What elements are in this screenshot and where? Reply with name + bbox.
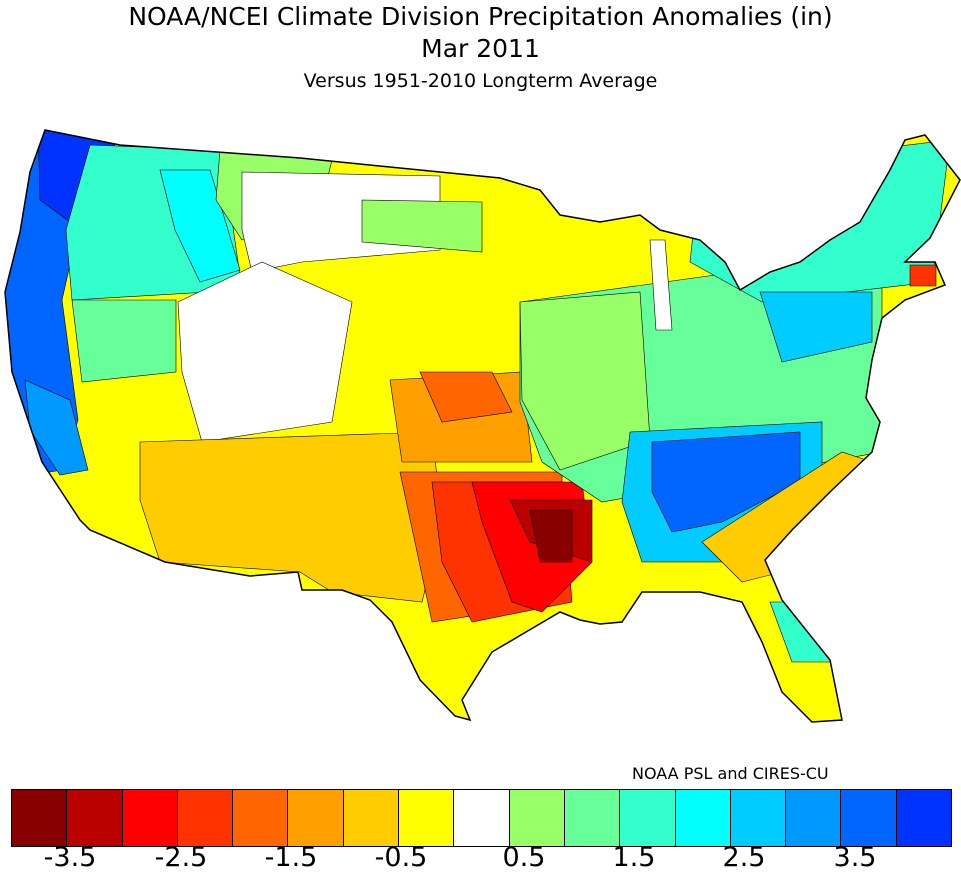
colorbar-swatch [675, 790, 731, 846]
baseline-note: Versus 1951-2010 Longterm Average [303, 70, 658, 92]
climate-division-region [177, 261, 353, 443]
colorbar-swatch [233, 790, 289, 846]
map-subtitle: Mar 2011 [421, 34, 540, 63]
climate-division-region [71, 299, 177, 383]
colorbar-swatch [564, 790, 621, 846]
colorbar-swatch [730, 790, 787, 846]
colorbar-swatch [620, 790, 676, 846]
climate-division-region [419, 371, 513, 423]
colorbar-swatch [177, 790, 234, 846]
colorbar-swatch [67, 790, 123, 846]
climate-division-region [241, 171, 441, 273]
colorbar-swatch [454, 790, 510, 846]
colorbar-swatch [896, 790, 952, 846]
colorbar-swatch [841, 790, 897, 846]
climate-division-region [651, 431, 801, 533]
colorbar-tick-label: 1.5 [612, 842, 656, 873]
climate-division-region [139, 431, 443, 603]
climate-division-region [361, 199, 483, 253]
colorbar-tick-label: 3.5 [833, 842, 877, 873]
credit-text: NOAA PSL and CIRES-CU [632, 764, 829, 783]
colorbar [11, 789, 952, 847]
climate-division-region [159, 169, 241, 283]
climate-division-region [649, 239, 673, 331]
climate-division-region [519, 291, 651, 471]
colorbar-tick-label: 0.5 [502, 842, 546, 873]
us-outline [4, 129, 961, 723]
colorbar-tick-label: -2.5 [154, 842, 208, 873]
climate-division-region [529, 509, 573, 563]
colorbar-swatch [12, 790, 68, 846]
colorbar-swatch [343, 790, 400, 846]
colorbar-swatch [288, 790, 344, 846]
colorbar-swatch [399, 790, 455, 846]
precipitation-anomaly-map [4, 129, 961, 723]
colorbar-swatch [786, 790, 842, 846]
colorbar-tick-label: 2.5 [722, 842, 766, 873]
colorbar-swatch [509, 790, 565, 846]
colorbar-swatch [122, 790, 178, 846]
map-title: NOAA/NCEI Climate Division Precipitation… [128, 2, 833, 31]
climate-division-region [759, 291, 873, 363]
colorbar-tick-label: -0.5 [374, 842, 428, 873]
climate-division-region [909, 264, 937, 287]
colorbar-tick-label: -1.5 [264, 842, 318, 873]
colorbar-tick-label: -3.5 [43, 842, 97, 873]
